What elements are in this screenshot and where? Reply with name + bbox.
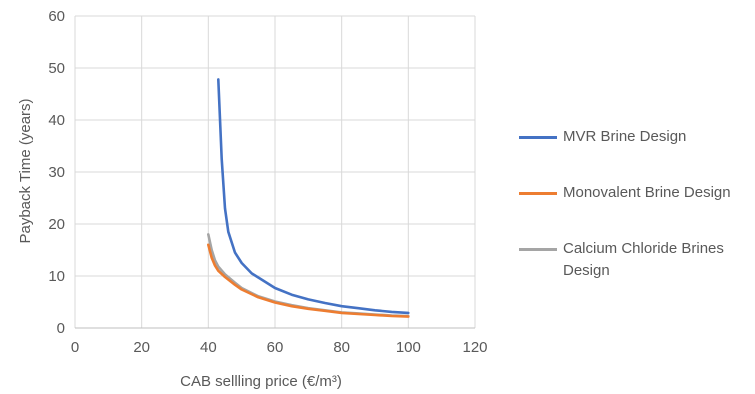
y-tick-label: 20: [48, 216, 65, 233]
legend-item-calcium-chloride: Calcium Chloride Brines Design: [519, 238, 755, 282]
series-line-mvr: [217, 78, 410, 315]
grid-lines: [74, 15, 476, 329]
legend-swatch-monovalent: [519, 192, 557, 195]
legend-swatch-calcium-chloride: [519, 248, 557, 251]
x-tick-label: 120: [462, 339, 487, 356]
x-tick-label: 100: [396, 339, 421, 356]
y-tick-label: 60: [48, 8, 65, 25]
legend-label-calcium-chloride: Calcium Chloride Brines Design: [563, 240, 724, 279]
x-tick-label: 0: [71, 339, 79, 356]
x-axis-title: CAB sellling price (€/m³): [180, 373, 342, 390]
y-tick-label: 40: [48, 112, 65, 129]
legend-swatch-mvr: [519, 136, 557, 139]
legend-label-monovalent: Monovalent Brine Design: [563, 184, 731, 201]
series-lines: [207, 78, 410, 318]
x-tick-label: 80: [333, 339, 350, 356]
y-tick-label: 0: [57, 320, 65, 337]
legend: MVR Brine Design Monovalent Brine Design…: [519, 126, 755, 282]
legend-item-monovalent: Monovalent Brine Design: [519, 182, 755, 204]
y-axis-title: Payback Time (years): [17, 98, 34, 243]
y-tick-label: 10: [48, 268, 65, 285]
legend-item-mvr: MVR Brine Design: [519, 126, 755, 148]
y-tick-label: 30: [48, 164, 65, 181]
series-line-calcium-chloride: [207, 233, 410, 318]
x-tick-label: 40: [200, 339, 217, 356]
x-tick-label: 60: [267, 339, 284, 356]
tick-labels: 0 20 40 60 80 100 120 0 10 20 30 40 50 60: [48, 8, 487, 356]
legend-label-mvr: MVR Brine Design: [563, 128, 687, 145]
y-tick-label: 50: [48, 60, 65, 77]
series-line-monovalent: [207, 243, 410, 318]
x-tick-label: 20: [133, 339, 150, 356]
